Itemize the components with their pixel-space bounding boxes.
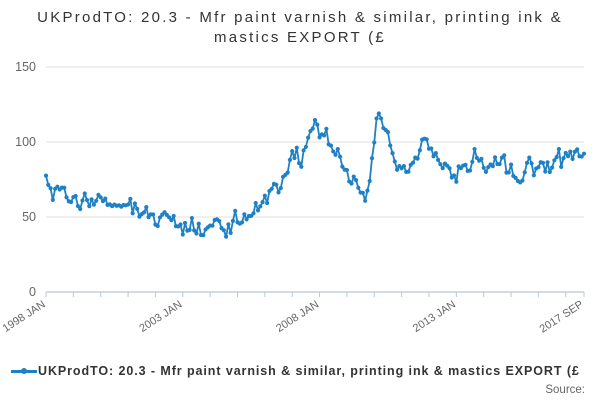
- svg-text:0: 0: [29, 285, 36, 299]
- svg-text:1998 JAN: 1998 JAN: [1, 298, 48, 334]
- svg-text:50: 50: [22, 210, 36, 224]
- svg-text:2013 JAN: 2013 JAN: [411, 298, 458, 334]
- svg-text:2017 SEP: 2017 SEP: [538, 298, 586, 335]
- svg-text:100: 100: [15, 135, 36, 149]
- svg-text:2003 JAN: 2003 JAN: [137, 298, 184, 334]
- svg-text:2008 JAN: 2008 JAN: [274, 298, 321, 334]
- svg-text:150: 150: [15, 60, 36, 74]
